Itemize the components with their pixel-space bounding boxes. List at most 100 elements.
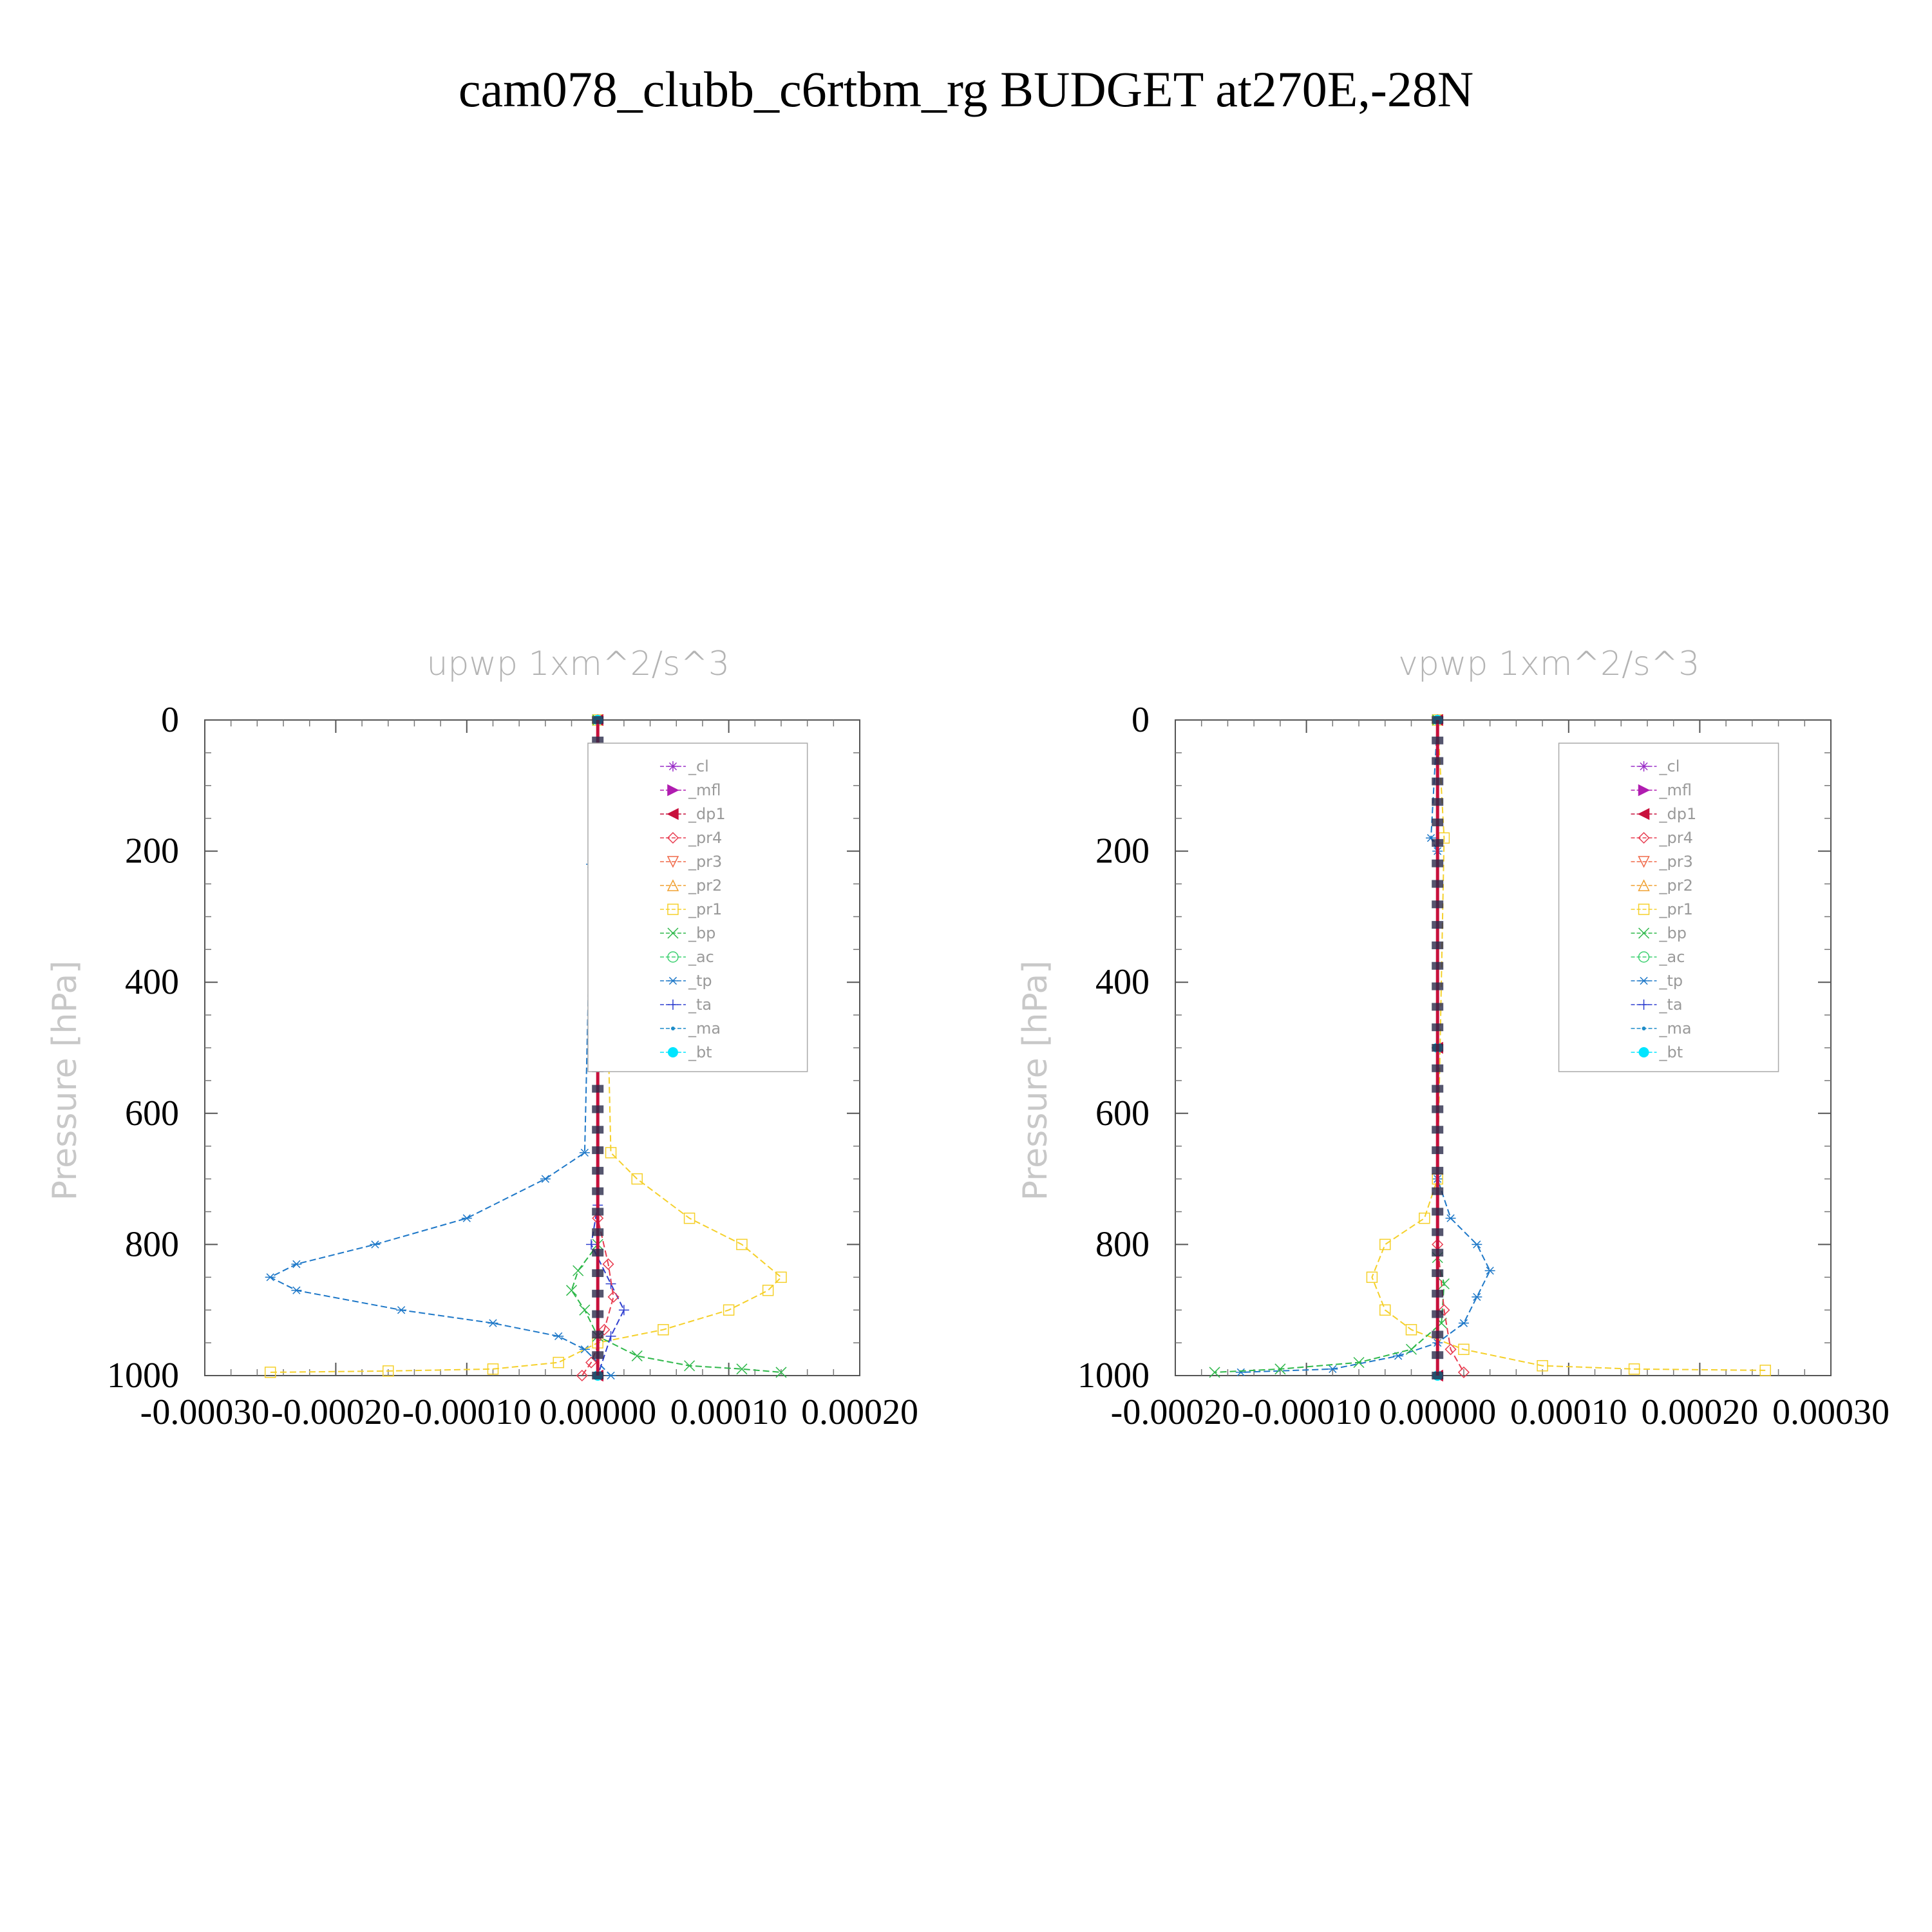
data-point (1759, 1365, 1771, 1376)
zero-marker (1432, 900, 1444, 909)
data-point (1405, 1343, 1417, 1355)
data-point (461, 1214, 472, 1222)
data-point (736, 1238, 748, 1251)
data-point (264, 1367, 276, 1378)
zero-marker (592, 1289, 604, 1298)
zero-marker (592, 736, 604, 744)
data-point (291, 1260, 302, 1269)
legend-entry: _pr2 (1631, 876, 1693, 895)
data-point (1379, 1238, 1391, 1251)
zero-marker (592, 1146, 604, 1155)
legend-entry: _pr2 (659, 876, 722, 895)
legend-entry: _dp1 (1631, 805, 1696, 823)
data-point (1472, 1293, 1482, 1301)
legend-marker (667, 951, 679, 963)
legend-entry: _mfl (659, 781, 721, 799)
y-tick-label: 600 (125, 1094, 179, 1133)
data-point (1274, 1363, 1286, 1375)
data-point (553, 1332, 564, 1341)
zero-marker (592, 1084, 604, 1093)
y-tick-label: 0 (161, 700, 179, 740)
series-line (1215, 720, 1445, 1373)
zero-marker (1432, 941, 1444, 949)
legend-label: _ma (688, 1019, 721, 1037)
legend-label: _ta (1659, 996, 1683, 1014)
data-point (605, 1371, 616, 1380)
series-tp (265, 715, 616, 1380)
zero-marker (1432, 1249, 1444, 1257)
legend-marker (667, 927, 679, 939)
y-axis-label: Pressure [hPa] (46, 960, 84, 1200)
data-point (291, 1286, 302, 1294)
zero-marker (1432, 798, 1444, 806)
legend-entry: _ac (1631, 948, 1685, 966)
legend-label: _ac (1659, 948, 1685, 966)
data-point (775, 1367, 787, 1378)
zero-marker (1432, 716, 1444, 724)
legend-marker (667, 761, 678, 772)
legend-label: _pr4 (1659, 829, 1693, 847)
data-point (553, 1356, 564, 1368)
legend-marker (1638, 927, 1650, 939)
legend-marker (1638, 831, 1650, 844)
zero-marker (1432, 1166, 1444, 1175)
zero-marker (592, 1310, 604, 1318)
data-point (598, 1323, 611, 1336)
legend-marker (670, 1027, 675, 1030)
zero-line-stack (1432, 716, 1444, 1379)
legend-marker (1638, 976, 1649, 985)
zero-marker (1432, 982, 1444, 990)
y-tick-label: 400 (125, 962, 179, 1002)
zero-marker (1432, 1126, 1444, 1134)
data-point (585, 1356, 598, 1368)
zero-marker (1432, 1146, 1444, 1155)
legend-marker (667, 856, 679, 868)
zero-marker (592, 1249, 604, 1257)
data-point (1444, 1343, 1457, 1356)
legend-marker (667, 808, 679, 820)
x-tick-label: 0.00020 (1641, 1392, 1758, 1432)
legend-label: _pr1 (1659, 900, 1693, 918)
zero-marker (1432, 1105, 1444, 1113)
data-point (396, 1306, 407, 1314)
legend-entry: _cl (1631, 757, 1680, 775)
data-point (1419, 1212, 1430, 1224)
legend-marker (1637, 808, 1650, 820)
x-tick-label: 0.00010 (1510, 1392, 1627, 1432)
zero-marker (1432, 1289, 1444, 1298)
legend-marker (667, 879, 679, 891)
series-pr1 (264, 714, 787, 1378)
legend: _cl _mfl _dp1 _pr4 _pr3 _pr2 _pr1 _bp _ac _tp _ta _… (1558, 743, 1779, 1072)
zero-marker (1432, 838, 1444, 847)
legend-marker (1638, 856, 1650, 868)
data-point (383, 1365, 394, 1377)
data-point (1327, 1365, 1338, 1373)
data-point (1458, 1319, 1469, 1327)
legend-entry: _bp (659, 924, 715, 942)
data-point (605, 1331, 616, 1341)
legend-label: _mfl (688, 781, 721, 799)
data-point (1438, 1304, 1450, 1316)
y-tick-label: 200 (1095, 831, 1150, 871)
data-point (370, 1240, 381, 1249)
legend-label: _bt (1659, 1043, 1683, 1061)
legend-marker (667, 784, 679, 797)
data-point (1484, 1266, 1495, 1275)
zero-marker (592, 1351, 604, 1359)
legend-entry: _bp (1631, 924, 1687, 942)
panel-title: vpwp 1xm^2/s^3 (1398, 645, 1700, 683)
x-tick-label: -0.00010 (402, 1392, 531, 1432)
legend-label: _tp (688, 972, 712, 990)
data-point (607, 1291, 620, 1303)
data-point (1472, 1240, 1482, 1249)
data-point (1353, 1357, 1365, 1368)
legend-label: _ac (688, 948, 714, 966)
legend-entry: _pr3 (1631, 853, 1693, 871)
series-line (269, 719, 612, 1376)
zero-marker (1432, 1064, 1444, 1072)
zero-marker (1432, 921, 1444, 929)
data-point (631, 1350, 643, 1361)
legend-entry: _ta (1631, 996, 1683, 1014)
data-point (579, 1304, 591, 1316)
